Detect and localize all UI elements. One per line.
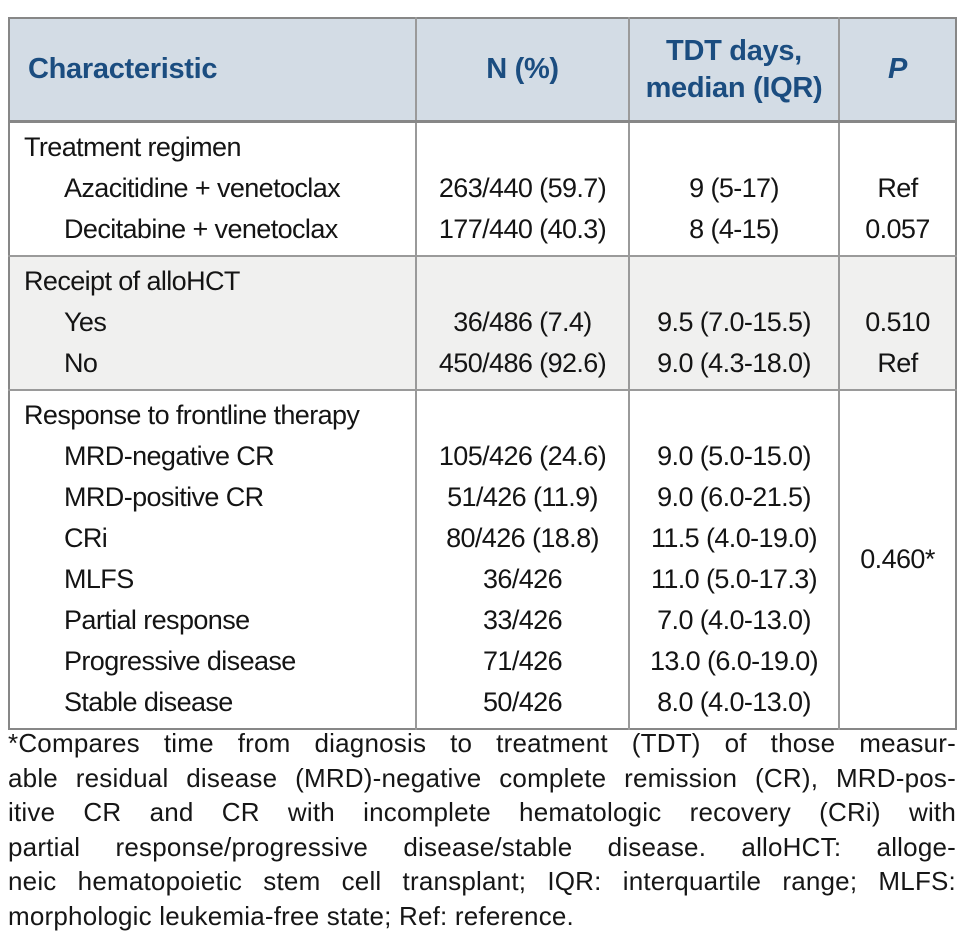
p-value-cell: 0.057 — [838, 209, 956, 256]
footnote-line: *Compares time from diagnosis to treatme… — [8, 728, 956, 758]
characteristics-table: Characteristic N (%) TDT days, median (I… — [8, 17, 957, 730]
data-row: Yes 36/486 (7.4) 9.5 (7.0-15.5) 0.510 — [9, 302, 956, 343]
tdt-median-cell: 9.0 (6.0-21.5) — [628, 477, 839, 518]
footnote-line: itive CR and CR with incomplete hematolo… — [8, 797, 956, 827]
data-row: Partial response 33/426 7.0 (4.0-13.0) — [9, 600, 956, 641]
footnote: *Compares time from diagnosis to treatme… — [8, 726, 956, 933]
n-cell-empty — [415, 256, 629, 302]
tdt-median-cell: 11.0 (5.0-17.3) — [628, 559, 839, 600]
tdt-cell-empty — [628, 390, 839, 436]
tdt-median-cell: 9 (5-17) — [628, 168, 839, 209]
footnote-line: morphologic leukemia-free state; Ref: re… — [8, 900, 574, 931]
tdt-median-cell: 13.0 (6.0-19.0) — [628, 641, 839, 682]
header-tdt-median-iqr: TDT days, median (IQR) — [628, 18, 839, 122]
characteristic-cell: No — [9, 343, 416, 390]
p-cell-empty — [838, 121, 956, 168]
n-percent-cell: 80/426 (18.8) — [415, 518, 629, 559]
data-row: No 450/486 (92.6) 9.0 (4.3-18.0) Ref — [9, 343, 956, 390]
n-percent-cell: 36/426 — [415, 559, 629, 600]
p-value-cell: Ref — [838, 168, 956, 209]
p-value-cell: Ref — [838, 343, 956, 390]
p-cell-empty — [838, 256, 956, 302]
data-row: Decitabine + venetoclax 177/440 (40.3) 8 (… — [9, 209, 956, 256]
n-percent-cell: 263/440 (59.7) — [415, 168, 629, 209]
n-cell-empty — [415, 390, 629, 436]
footnote-line: able residual disease (MRD)-negative com… — [8, 762, 956, 793]
characteristic-cell: MRD-positive CR — [64, 482, 264, 512]
header-row: Characteristic N (%) TDT days, median (I… — [9, 18, 956, 122]
tdt-cell-empty — [628, 256, 839, 302]
data-row: Progressive disease 71/426 13.0 (6.0-19.0) — [9, 641, 956, 682]
header-p-value: P — [838, 18, 956, 122]
data-row: MRD-negative CR 105/426 (24.6) 9.0 (5.0-15… — [9, 436, 956, 477]
data-row: Stable disease 50/426 8.0 (4.0-13.0) — [9, 682, 956, 729]
tdt-median-cell: 9.5 (7.0-15.5) — [628, 302, 839, 343]
n-percent-cell: 450/486 (92.6) — [415, 343, 629, 390]
group-label-cell: Treatment regimen — [24, 132, 241, 162]
characteristic-cell: CRi — [64, 523, 108, 553]
characteristic-cell: Decitabine + venetoclax — [64, 214, 338, 244]
characteristic-cell: MLFS — [64, 564, 134, 594]
footnote-line: neic hematopoietic stem cell transplant;… — [8, 866, 956, 896]
table-section-1: Receipt of alloHCT Yes 36/486 (7.4) 9.5 (7.… — [9, 256, 956, 390]
group-label-cell: Response to frontline therapy — [24, 400, 360, 430]
tdt-median-cell: 8 (4-15) — [628, 209, 839, 256]
data-row: MLFS 36/426 11.0 (5.0-17.3) — [9, 559, 956, 600]
table-section-0: Treatment regimen Azacitidine + venetocla… — [9, 121, 956, 256]
n-percent-cell: 36/486 (7.4) — [415, 302, 629, 343]
data-row: MRD-positive CR 51/426 (11.9) 9.0 (6.0-21.… — [9, 477, 956, 518]
n-percent-cell: 50/426 — [415, 682, 629, 729]
tdt-median-cell: 8.0 (4.0-13.0) — [628, 682, 839, 729]
p-cell-shared: 0.460* — [838, 390, 956, 729]
n-percent-cell: 33/426 — [415, 600, 629, 641]
group-row: Treatment regimen — [9, 121, 956, 168]
characteristics-table-wrapper: Characteristic N (%) TDT days, median (I… — [8, 17, 957, 730]
group-row: Receipt of alloHCT — [9, 256, 956, 302]
tdt-median-cell: 7.0 (4.0-13.0) — [628, 600, 839, 641]
characteristic-cell: Azacitidine + venetoclax — [64, 173, 341, 203]
n-percent-cell: 177/440 (40.3) — [415, 209, 629, 256]
n-percent-cell: 71/426 — [415, 641, 629, 682]
table-header: Characteristic N (%) TDT days, median (I… — [9, 18, 956, 122]
characteristic-cell: Stable disease — [64, 687, 233, 717]
data-row: Azacitidine + venetoclax 263/440 (59.7) 9 … — [9, 168, 956, 209]
characteristic-cell: Yes — [9, 302, 416, 343]
header-characteristic: Characteristic — [9, 18, 416, 122]
tdt-median-cell: 9.0 (4.3-18.0) — [628, 343, 839, 390]
characteristic-cell: Progressive disease — [64, 646, 296, 676]
group-label-cell: Receipt of alloHCT — [9, 256, 416, 302]
group-row: Response to frontline therapy 0.460* — [9, 390, 956, 729]
n-cell-empty — [415, 121, 629, 168]
n-percent-cell: 51/426 (11.9) — [415, 477, 629, 518]
characteristic-cell: Partial response — [64, 605, 250, 635]
tdt-median-cell: 11.5 (4.0-19.0) — [628, 518, 839, 559]
table-section-2: Response to frontline therapy 0.460* MRD-n… — [9, 390, 956, 729]
footnote-line: partial response/progressive disease/sta… — [8, 831, 956, 862]
data-row: CRi 80/426 (18.8) 11.5 (4.0-19.0) — [9, 518, 956, 559]
header-n-percent: N (%) — [415, 18, 629, 122]
n-percent-cell: 105/426 (24.6) — [415, 436, 629, 477]
characteristic-cell: MRD-negative CR — [64, 441, 275, 471]
tdt-median-cell: 9.0 (5.0-15.0) — [628, 436, 839, 477]
p-value-cell: 0.510 — [838, 302, 956, 343]
tdt-cell-empty — [628, 121, 839, 168]
